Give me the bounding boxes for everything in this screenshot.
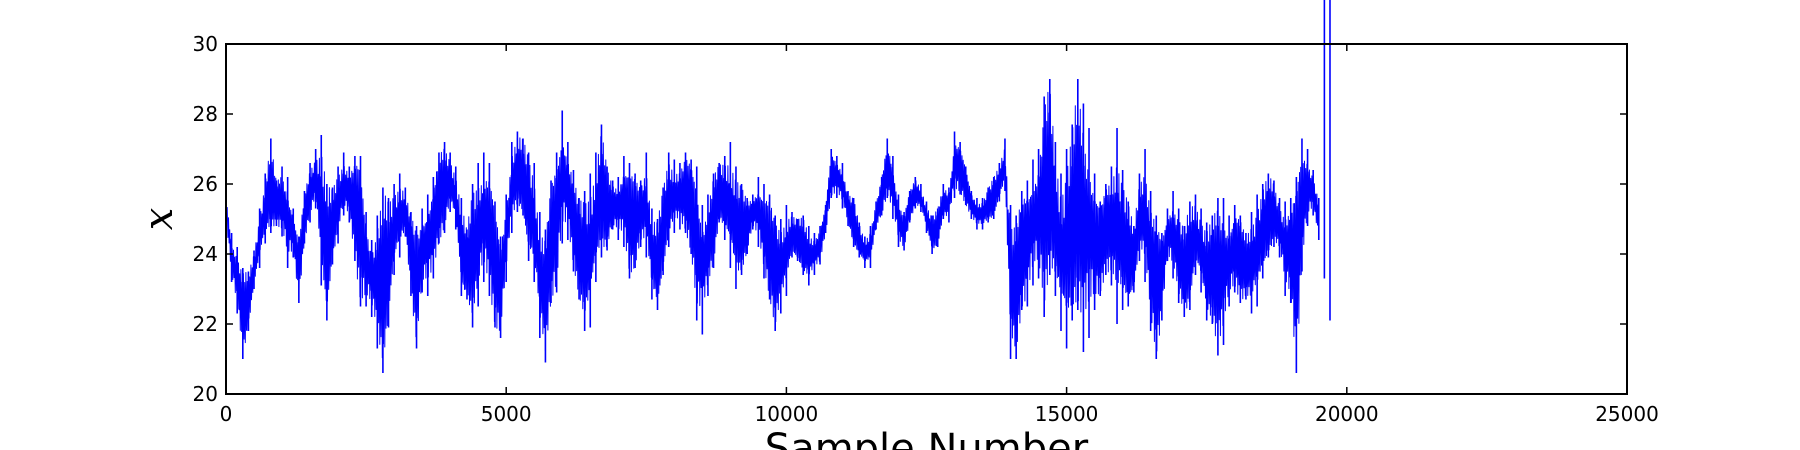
axes-frame bbox=[225, 43, 1628, 395]
y-tick-label: 26 bbox=[193, 172, 218, 196]
x-tick-label: 20000 bbox=[1315, 402, 1379, 426]
x-tick-label: 10000 bbox=[755, 402, 819, 426]
series-line bbox=[225, 88, 1319, 370]
x-tick-label: 15000 bbox=[1035, 402, 1099, 426]
y-axis-label: x bbox=[136, 208, 182, 231]
y-axis: 20 22 24 26 28 30 bbox=[193, 32, 1627, 406]
y-tick-label: 28 bbox=[193, 102, 218, 126]
series-layer bbox=[225, 0, 1331, 373]
x-axis: 0 5000 10000 15000 20000 25000 bbox=[220, 44, 1659, 426]
y-tick-label: 30 bbox=[193, 32, 218, 56]
y-tick-label: 24 bbox=[193, 242, 218, 266]
x-tick-label: 5000 bbox=[481, 402, 532, 426]
x-tick-label: 0 bbox=[220, 402, 233, 426]
x-axis-label: Sample Number bbox=[765, 426, 1089, 450]
plot-area bbox=[225, 0, 1628, 395]
x-tick-label: 25000 bbox=[1595, 402, 1659, 426]
y-tick-label: 22 bbox=[193, 312, 218, 336]
y-tick-label: 20 bbox=[193, 382, 218, 406]
